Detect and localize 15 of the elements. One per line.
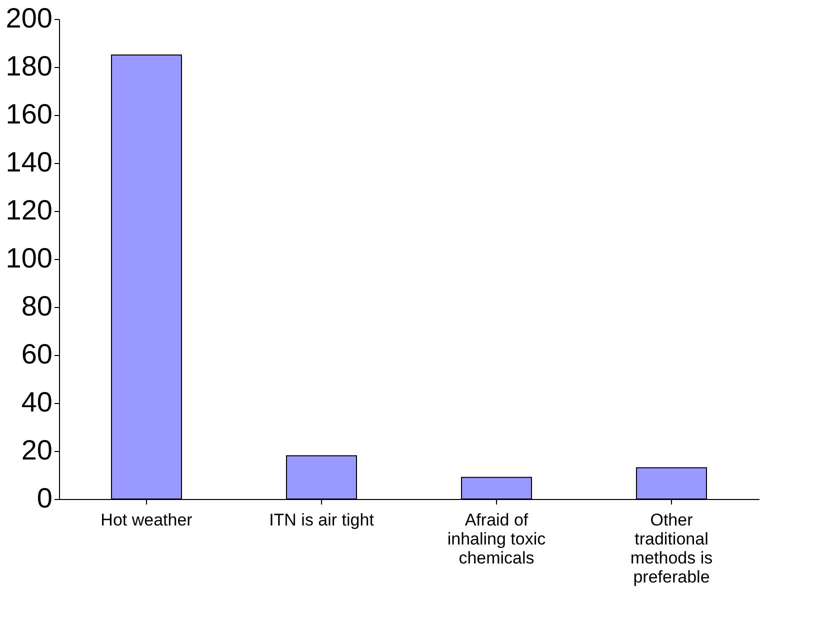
- y-tick-label: 80: [21, 290, 52, 322]
- y-tick-label: 180: [6, 50, 52, 82]
- y-tick-label: 160: [6, 98, 52, 130]
- y-tick-label: 40: [21, 386, 52, 418]
- x-tick-label: Other traditional methods is preferable: [630, 510, 713, 586]
- y-tick-label: 20: [21, 434, 52, 466]
- x-tick-label: Hot weather: [100, 510, 193, 530]
- y-tick-label: 60: [21, 338, 52, 370]
- x-tick-label: ITN is air tight: [269, 510, 374, 530]
- y-tick-label: 140: [6, 146, 52, 178]
- y-tick-label: 120: [6, 194, 52, 226]
- y-tick-label: 100: [6, 242, 52, 274]
- y-tick-label: 0: [36, 482, 52, 514]
- y-tick-label: 200: [6, 2, 52, 34]
- x-tick-label: Afraid of inhaling toxic chemicals: [447, 510, 546, 568]
